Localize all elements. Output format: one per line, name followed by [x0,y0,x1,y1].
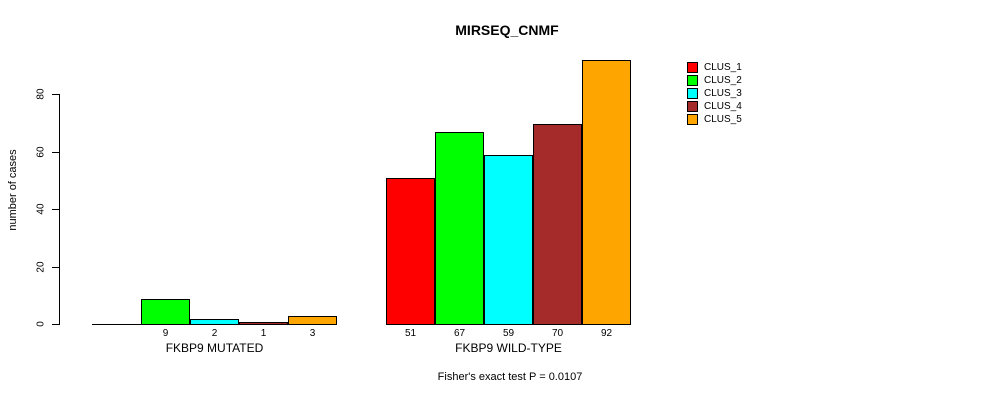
legend-item: CLUS_5 [687,113,742,126]
y-tick-label: 80 [35,88,47,100]
bar-clus_5 [288,316,337,325]
bar-clus_3 [190,319,239,325]
group-label: FKBP9 MUTATED [165,341,264,355]
legend-item: CLUS_1 [687,61,742,74]
bar-value-label: 51 [404,328,417,339]
y-tick-mark [52,266,60,268]
legend-swatch [687,75,698,86]
bar-clus_5 [582,60,631,325]
legend-item: CLUS_3 [687,87,742,100]
y-tick-label: 0 [35,321,47,327]
y-tick-mark [52,324,60,325]
y-tick-label: 40 [35,203,47,215]
legend-swatch [687,62,698,73]
y-tick-label: 60 [35,145,47,158]
legend-label: CLUS_2 [704,75,742,86]
bar-value-label: 70 [551,328,564,339]
bar-clus_3 [484,155,533,325]
bar-value-label: 59 [502,328,515,339]
y-tick-mark [52,209,60,210]
legend-item: CLUS_2 [687,74,742,87]
bar-value-label: 1 [260,328,267,339]
legend-label: CLUS_1 [704,62,742,73]
fisher-test-annotation: Fisher's exact test P = 0.0107 [437,371,583,383]
bar-value-label: 2 [211,328,218,339]
bar-value-label: 3 [309,328,316,339]
y-tick-mark [52,151,60,153]
legend-item: CLUS_4 [687,100,742,113]
bar-clus_2 [435,132,484,325]
bar-value-label: 9 [162,328,169,339]
legend-swatch [687,88,698,99]
legend-label: CLUS_4 [704,101,742,112]
bar-value-label: 67 [453,328,466,339]
legend-label: CLUS_5 [704,114,742,125]
bar-clus_2 [141,299,190,325]
bar-clus_4 [239,322,288,325]
legend-swatch [687,101,698,112]
legend: CLUS_1 CLUS_2 CLUS_3 CLUS_4 CLUS_5 [687,61,742,126]
y-tick-mark [52,94,60,95]
group-label: FKBP9 WILD-TYPE [455,341,562,355]
y-tick-label: 20 [35,260,47,273]
y-axis-label: number of cases [7,149,19,231]
bar-value-label: 92 [600,328,613,339]
bar-clus_4 [533,124,582,325]
chart-title: MIRSEQ_CNMF [455,22,559,38]
legend-label: CLUS_3 [704,88,742,99]
legend-swatch [687,114,698,125]
bar-clus_1 [386,178,435,325]
